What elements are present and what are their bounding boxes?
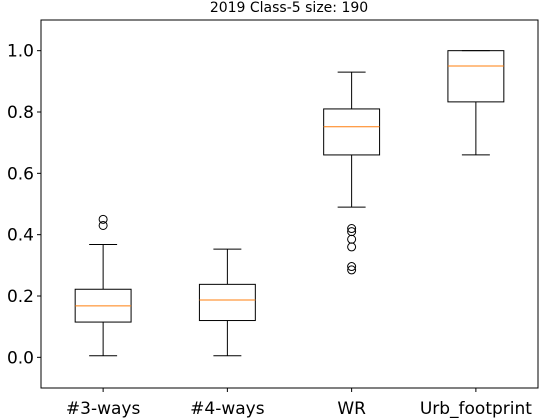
flier-point: [347, 242, 357, 252]
box: [198, 283, 256, 322]
box: [323, 108, 381, 156]
y-tick-label: 0.4: [7, 226, 34, 246]
axes-frame: [40, 19, 539, 389]
box-group: [447, 50, 505, 156]
x-tick-label: #3-ways: [66, 399, 141, 419]
y-tick-label: 0.8: [7, 103, 34, 123]
flier-point: [347, 262, 357, 272]
flier-point: [347, 227, 357, 237]
y-tick-label: 0.0: [7, 348, 34, 368]
flier-point: [347, 224, 357, 234]
flier-point: [98, 214, 108, 224]
y-tick-label: 1.0: [7, 42, 34, 62]
box-group: [74, 214, 132, 357]
plot-area: [74, 50, 505, 357]
box-group: [323, 71, 381, 275]
y-tick-label: 0.6: [7, 164, 34, 184]
y-axis: 0.0 0.2 0.4 0.6 0.8 1.0: [7, 42, 41, 368]
x-tick-label: #4-ways: [190, 399, 265, 419]
chart-title: 2019 Class-5 size: 190: [210, 0, 368, 16]
x-axis: #3-ways #4-ways WR Urb_footprint: [66, 388, 532, 419]
x-tick-label: Urb_footprint: [420, 399, 532, 419]
flier-point: [347, 234, 357, 244]
flier-point: [347, 265, 357, 275]
x-tick-label: WR: [337, 399, 366, 419]
box-group: [198, 248, 256, 357]
y-tick-label: 0.2: [7, 287, 34, 307]
box: [447, 50, 505, 103]
flier-point: [98, 220, 108, 230]
